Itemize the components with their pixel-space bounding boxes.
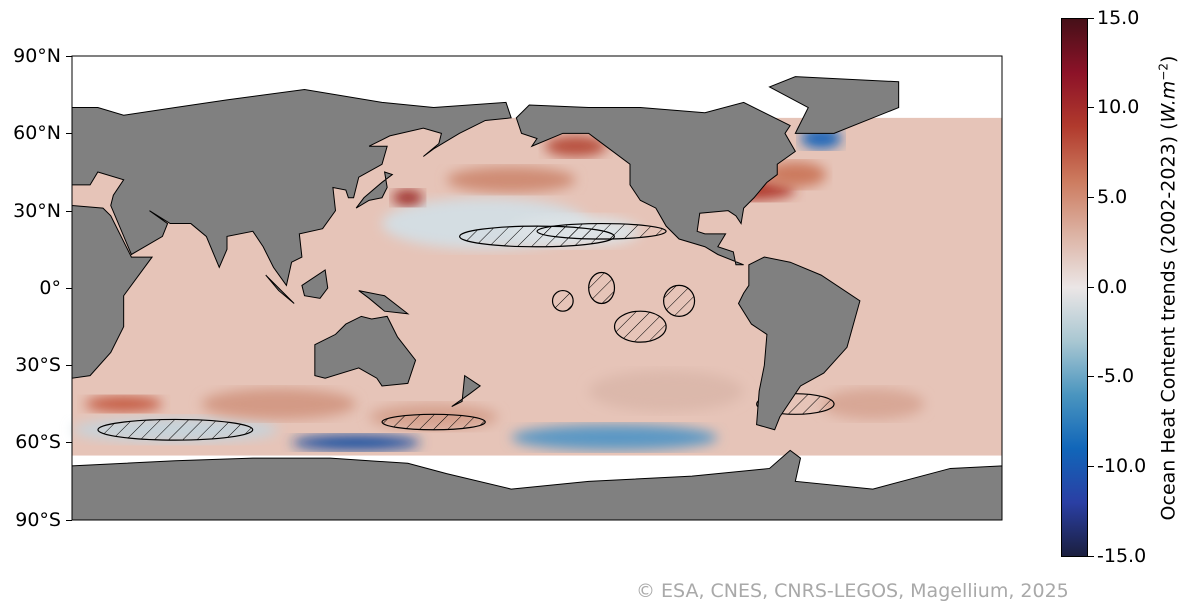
lat-tick xyxy=(66,211,72,212)
hatched-region xyxy=(613,310,667,343)
land-sumatra xyxy=(265,274,295,304)
trend-patch xyxy=(764,161,827,188)
trend-patch xyxy=(84,396,163,412)
land-new-zealand xyxy=(451,374,482,408)
hatched-region xyxy=(551,289,574,312)
trend-patch xyxy=(392,190,424,206)
colorbar-tick-label: -10.0 xyxy=(1097,455,1147,477)
lat-label: 60°N xyxy=(13,122,61,144)
lat-label: 90°N xyxy=(13,45,61,67)
trend-patch xyxy=(544,135,607,157)
trend-patch xyxy=(511,424,718,451)
trend-patch xyxy=(446,166,576,193)
colorbar-tick-label: 0.0 xyxy=(1097,276,1128,298)
lat-label: 30°N xyxy=(13,200,61,222)
lat-label: 60°S xyxy=(15,431,61,453)
lat-label: 30°S xyxy=(15,354,61,376)
colorbar-tick xyxy=(1088,556,1094,557)
trend-patch xyxy=(291,434,421,451)
hatched-region xyxy=(536,222,667,240)
hatched-region xyxy=(97,418,254,441)
land-borneo xyxy=(301,269,329,299)
trend-patch xyxy=(821,388,925,420)
lat-tick xyxy=(66,133,72,134)
lat-label: 0° xyxy=(39,277,61,299)
colorbar-tick-label: 10.0 xyxy=(1097,96,1140,118)
land-japan xyxy=(355,171,394,209)
lat-tick xyxy=(66,365,72,366)
colorbar-tick-label: -15.0 xyxy=(1097,545,1147,567)
colorbar-tick xyxy=(1088,197,1094,198)
hatched-region xyxy=(588,271,616,305)
colorbar-tick-label: 15.0 xyxy=(1097,7,1140,29)
land-new-guinea xyxy=(358,290,410,315)
colorbar-tick-label: 5.0 xyxy=(1097,186,1128,208)
colorbar-label: Ocean Heat Content trends (2002-2023) (W… xyxy=(1156,56,1179,521)
colorbar-tick xyxy=(1088,18,1094,19)
colorbar-tick-label: -5.0 xyxy=(1097,365,1135,387)
colorbar-label-exponent: −2 xyxy=(1156,62,1171,81)
lat-label: 90°S xyxy=(15,509,61,531)
land-south-america xyxy=(737,256,861,431)
land-greenland xyxy=(768,76,900,134)
lat-tick xyxy=(66,442,72,443)
trend-patch xyxy=(588,370,744,412)
colorbar-tick xyxy=(1088,107,1094,108)
copyright-credit: © ESA, CNES, CNRS-LEGOS, Magellium, 2025 xyxy=(636,580,1069,602)
lat-tick xyxy=(66,520,72,521)
trend-patch xyxy=(201,388,357,420)
land-antarctica xyxy=(71,449,1003,521)
lat-tick xyxy=(66,288,72,289)
land-australia xyxy=(314,315,417,387)
land-north-america xyxy=(515,101,796,266)
lat-tick xyxy=(66,56,72,57)
colorbar-label-close: ) xyxy=(1157,55,1180,63)
colorbar-label-text: Ocean Heat Content trends (2002-2023) ( xyxy=(1157,122,1180,521)
land-africa xyxy=(71,204,154,379)
colorbar-tick xyxy=(1088,376,1094,377)
colorbar-tick xyxy=(1088,287,1094,288)
hatched-region xyxy=(381,413,486,431)
colorbar-tick xyxy=(1088,466,1094,467)
colorbar-label-unit: W.m xyxy=(1157,80,1180,123)
hatched-region xyxy=(663,284,696,317)
land-eurasia xyxy=(71,89,512,287)
map-frame xyxy=(71,55,1003,521)
colorbar xyxy=(1061,18,1088,557)
